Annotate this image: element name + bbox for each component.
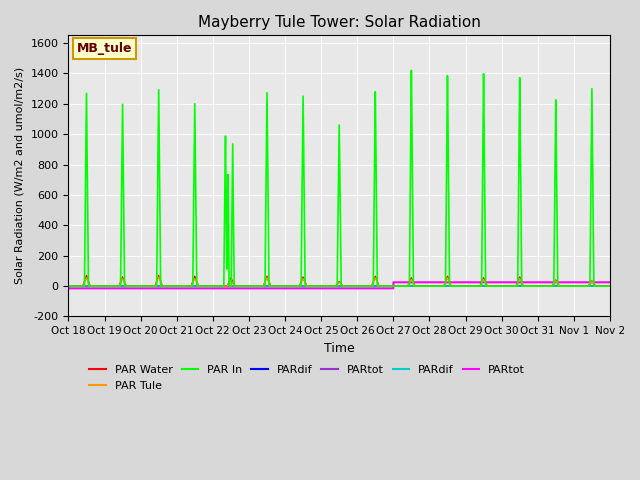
PAR Tule [476, 283, 483, 289]
PARdif [248, 283, 256, 289]
PARdif [65, 283, 72, 289]
PARdif [460, 283, 468, 289]
PARtot [460, 279, 468, 285]
PAR Water [65, 283, 72, 289]
Line: PARtot: PARtot [68, 282, 610, 288]
PAR In [460, 283, 468, 289]
PARtot [476, 279, 483, 285]
PARdif [321, 283, 328, 289]
PARtot [460, 283, 468, 289]
PARdif [65, 283, 72, 289]
PARtot [248, 283, 256, 289]
PARdif [606, 283, 614, 289]
PAR Water [460, 283, 468, 289]
PARtot [583, 283, 591, 289]
PARtot [476, 283, 483, 289]
PAR In [65, 283, 72, 289]
PARtot [577, 279, 584, 285]
Title: Mayberry Tule Tower: Solar Radiation: Mayberry Tule Tower: Solar Radiation [198, 15, 481, 30]
PARdif [476, 283, 483, 289]
PARdif [583, 283, 591, 289]
PAR Tule [606, 283, 614, 289]
PAR Tule [248, 283, 256, 289]
PARdif [476, 283, 483, 289]
PARtot [584, 279, 591, 285]
Line: PAR Tule: PAR Tule [68, 277, 610, 286]
PARdif [577, 283, 584, 289]
PAR Water [321, 283, 328, 289]
PAR In [476, 283, 483, 289]
PARdif [248, 283, 256, 289]
PAR In [584, 283, 591, 289]
PARtot [606, 283, 614, 289]
PARdif [321, 283, 328, 289]
PARtot [577, 283, 584, 289]
PARdif [577, 283, 584, 289]
PAR In [321, 283, 328, 289]
PARtot [65, 286, 72, 291]
PAR In [577, 283, 584, 289]
PARtot [321, 283, 328, 289]
PARtot [390, 279, 397, 285]
PARdif [583, 283, 591, 289]
PAR Tule [460, 283, 468, 289]
PAR Tule [577, 283, 584, 289]
PAR Tule [65, 283, 72, 289]
PARtot [248, 286, 256, 291]
PAR Water [577, 283, 584, 289]
PAR Tule [321, 283, 328, 289]
PARtot [321, 286, 328, 291]
Legend: PAR Water, PAR Tule, PAR In, PARdif, PARtot, PARdif, PARtot: PAR Water, PAR Tule, PAR In, PARdif, PAR… [84, 361, 529, 395]
Line: PAR In: PAR In [68, 70, 610, 286]
PAR Water [83, 273, 90, 278]
PARtot [65, 283, 72, 289]
PAR Water [248, 283, 256, 289]
Text: MB_tule: MB_tule [77, 42, 132, 55]
X-axis label: Time: Time [324, 342, 355, 355]
PARdif [460, 283, 468, 289]
PAR Water [606, 283, 614, 289]
PAR In [408, 67, 415, 73]
PARtot [606, 279, 614, 285]
Line: PAR Water: PAR Water [68, 276, 610, 286]
PAR In [248, 283, 256, 289]
PAR Water [476, 283, 483, 289]
PAR Tule [155, 274, 163, 280]
PAR Tule [584, 283, 591, 289]
PAR In [606, 283, 614, 289]
PAR Water [584, 283, 591, 289]
Y-axis label: Solar Radiation (W/m2 and umol/m2/s): Solar Radiation (W/m2 and umol/m2/s) [15, 67, 25, 285]
PARdif [606, 283, 614, 289]
